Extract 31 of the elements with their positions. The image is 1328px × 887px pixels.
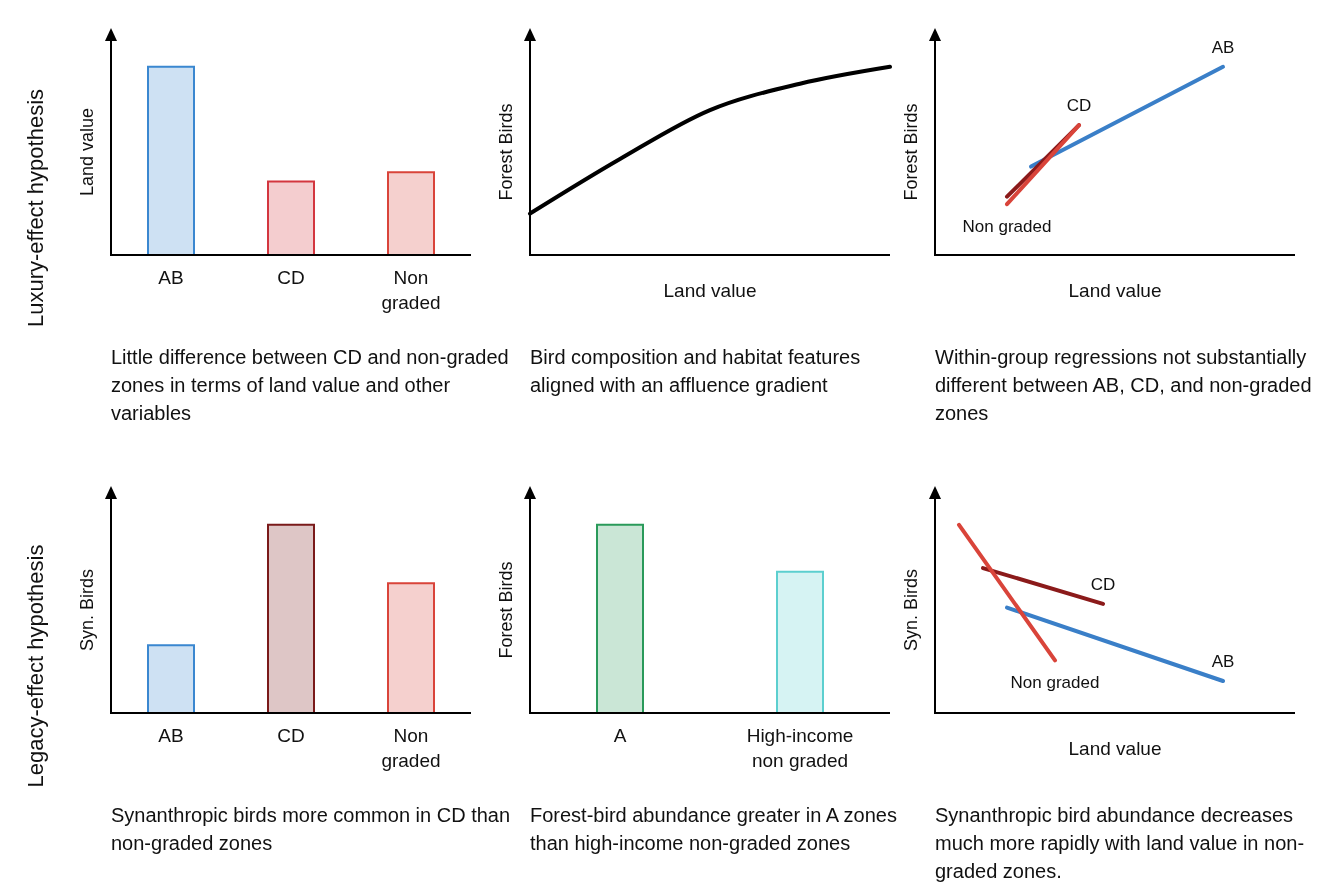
text: Luxury-effect hypothesis — [23, 88, 49, 328]
x-axis-title: Land value — [663, 280, 757, 301]
y-axis-title: Syn. Birds — [900, 568, 922, 651]
text: Within-group regressions not substantially different between AB, CD, and non-graded zones — [935, 345, 1313, 426]
series-label: CD — [1090, 574, 1116, 594]
y-axis-title: Forest Birds — [900, 102, 922, 201]
x-tick-label: CD — [276, 724, 306, 748]
y-axis-title: Syn. Birds — [76, 568, 98, 651]
x-tick-label: Non graded — [380, 724, 442, 773]
text: Synanthropic bird abundance decreases much more rapidly with land value in non-graded zones. — [935, 803, 1306, 884]
x-axis-title: Land value — [1068, 738, 1162, 759]
y-axis-title: Forest Birds — [495, 560, 517, 659]
text: Little difference between CD and non-graded zones in terms of land value and other variables — [111, 345, 510, 426]
x-tick-label: Non graded — [380, 266, 442, 315]
text: Synanthropic birds more common in CD than non-graded zones — [111, 803, 511, 856]
series-label: Non graded — [962, 217, 1052, 237]
x-tick-label: AB — [157, 724, 185, 748]
x-tick-label: AB — [157, 266, 185, 290]
series-label: CD — [1066, 96, 1092, 116]
series-label: Non graded — [1010, 673, 1100, 693]
series-label: AB — [1211, 652, 1235, 672]
text: Forest-bird abundance greater in A zones than high-income non-graded zones — [530, 803, 898, 856]
x-tick-label: A — [612, 724, 628, 748]
x-tick-label: High-income non graded — [745, 724, 855, 773]
text: Bird composition and habitat features aligned with an affluence gradient — [530, 345, 862, 398]
y-axis-title: Forest Birds — [495, 102, 517, 201]
x-axis-title: Land value — [1068, 280, 1162, 301]
y-axis-title: Land value — [76, 107, 98, 196]
text: Legacy-effect hypothesis — [23, 544, 49, 788]
series-label: AB — [1211, 37, 1235, 57]
x-tick-label: CD — [276, 266, 306, 290]
